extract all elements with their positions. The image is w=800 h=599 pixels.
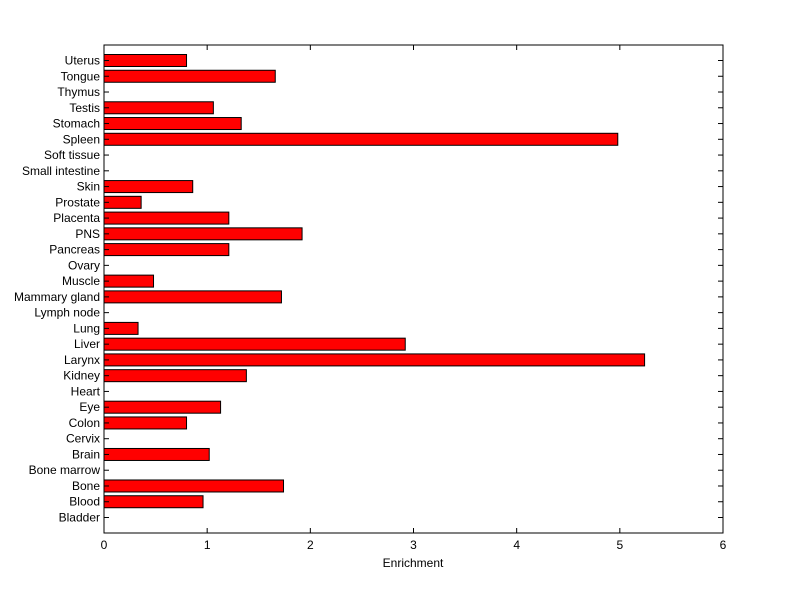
bar — [103, 69, 276, 83]
bar — [103, 337, 406, 351]
y-tick-label: Bone — [72, 479, 100, 493]
x-axis-ticks: 0 1 2 3 4 5 6 — [101, 45, 727, 552]
y-tick-label: Soft tissue — [44, 148, 100, 162]
y-tick-label: Ovary — [68, 258, 100, 272]
y-tick-label: Bladder — [59, 511, 100, 525]
bar — [103, 101, 214, 115]
y-tick-label: Muscle — [62, 274, 100, 288]
x-tick-label: 4 — [513, 538, 520, 552]
y-tick-label: Eye — [79, 400, 100, 414]
y-tick-label: Lymph node — [34, 306, 100, 320]
bar — [103, 400, 222, 414]
y-tick-label: Small intestine — [22, 164, 100, 178]
y-tick-label: Heart — [71, 384, 101, 398]
bar — [103, 447, 210, 461]
y-tick-label: Larynx — [64, 353, 100, 367]
bar — [103, 132, 619, 146]
y-tick-label: PNS — [75, 227, 100, 241]
y-tick-label: Thymus — [57, 85, 100, 99]
y-tick-label: Cervix — [66, 432, 100, 446]
y-tick-label: Spleen — [63, 132, 100, 146]
bar — [103, 211, 230, 225]
bar — [103, 195, 142, 209]
bar — [103, 369, 247, 383]
y-tick-label: Uterus — [65, 54, 100, 68]
bar — [103, 243, 230, 257]
bar — [103, 274, 155, 288]
x-tick-label: 6 — [720, 538, 727, 552]
y-tick-label: Skin — [77, 180, 100, 194]
x-axis-label: Enrichment — [383, 556, 444, 570]
y-tick-label: Placenta — [53, 211, 100, 225]
bar — [103, 353, 646, 367]
y-tick-label: Kidney — [63, 369, 100, 383]
x-tick-label: 0 — [101, 538, 108, 552]
x-tick-label: 3 — [410, 538, 417, 552]
y-tick-label: Bone marrow — [29, 463, 101, 477]
y-tick-label: Pancreas — [49, 243, 100, 257]
bar — [103, 54, 188, 67]
x-tick-label: 1 — [204, 538, 211, 552]
bar — [103, 290, 282, 304]
y-tick-label: Tongue — [61, 69, 101, 83]
y-tick-label: Stomach — [53, 117, 100, 131]
y-tick-label: Brain — [72, 447, 100, 461]
bar — [103, 117, 242, 131]
bar — [103, 495, 204, 509]
bar — [103, 479, 285, 493]
y-tick-label: Prostate — [55, 195, 100, 209]
x-tick-label: 2 — [307, 538, 314, 552]
bar — [103, 180, 194, 194]
y-tick-label: Testis — [69, 101, 100, 115]
x-tick-label: 5 — [616, 538, 623, 552]
bar-group — [103, 54, 646, 509]
y-tick-label: Colon — [69, 416, 100, 430]
y-tick-label: Lung — [73, 321, 100, 335]
y-tick-label: Mammary gland — [14, 290, 100, 304]
bar — [103, 416, 188, 430]
bar — [103, 227, 303, 241]
y-tick-label: Liver — [74, 337, 100, 351]
y-tick-label: Blood — [69, 495, 100, 509]
bar — [103, 321, 139, 335]
